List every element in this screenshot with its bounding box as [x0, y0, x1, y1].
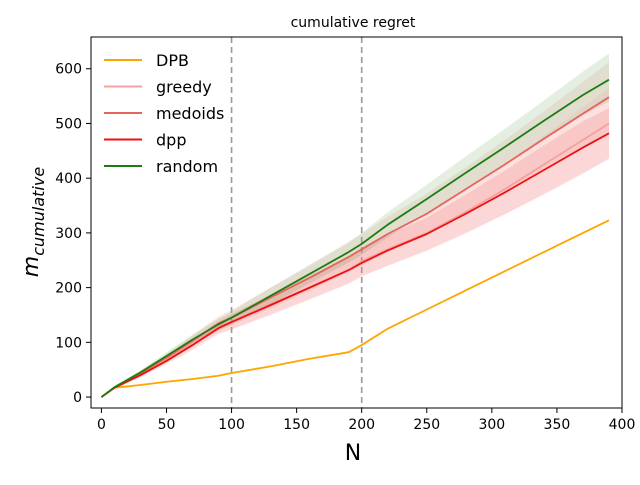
legend-label-greedy: greedy — [156, 78, 212, 97]
x-tick-label: 300 — [478, 417, 505, 433]
lines-layer — [100, 78, 610, 398]
y-tick-label: 0 — [73, 390, 82, 406]
x-tick-label: 0 — [97, 417, 106, 433]
y-axis-label-subscript: cumulative — [29, 167, 48, 256]
y-axis-label-main: m — [19, 256, 44, 277]
y-tick-label: 400 — [55, 171, 82, 187]
vlines-layer — [230, 37, 363, 408]
plot-frame — [90, 36, 623, 409]
x-tick-label: 100 — [218, 417, 245, 433]
legend-label-DPB: DPB — [156, 51, 189, 70]
x-axis-label: N — [345, 441, 361, 466]
y-tick-label: 200 — [55, 281, 82, 297]
series-line-medoids — [100, 96, 610, 398]
legend: DPB greedy medoids dpp random — [104, 51, 224, 176]
x-tick-label: 400 — [609, 417, 636, 433]
band-medoids — [101, 62, 609, 398]
band-random — [101, 53, 609, 398]
legend-label-random: random — [156, 157, 218, 176]
x-tick-label: 200 — [348, 417, 375, 433]
x-tick-label: 50 — [158, 417, 176, 433]
legend-label-medoids: medoids — [156, 104, 224, 123]
y-axis-label: mcumulative — [19, 167, 48, 278]
series-line-DPB — [100, 219, 610, 398]
y-axis: 0 100 200 300 400 500 600 — [55, 62, 91, 406]
y-tick-label: 300 — [55, 226, 82, 242]
chart-title: cumulative regret — [291, 15, 416, 31]
y-tick-label: 500 — [55, 116, 82, 132]
x-tick-label: 350 — [544, 417, 571, 433]
x-tick-label: 150 — [283, 417, 310, 433]
y-tick-label: 600 — [55, 62, 82, 78]
y-tick-label: 100 — [55, 335, 82, 351]
band-dpp — [101, 108, 609, 398]
x-tick-label: 250 — [413, 417, 440, 433]
x-axis: 0 50 100 150 200 250 300 350 400 — [97, 408, 635, 433]
series-line-dpp — [100, 132, 610, 398]
series-line-random — [100, 78, 610, 398]
legend-label-dpp: dpp — [156, 131, 186, 150]
